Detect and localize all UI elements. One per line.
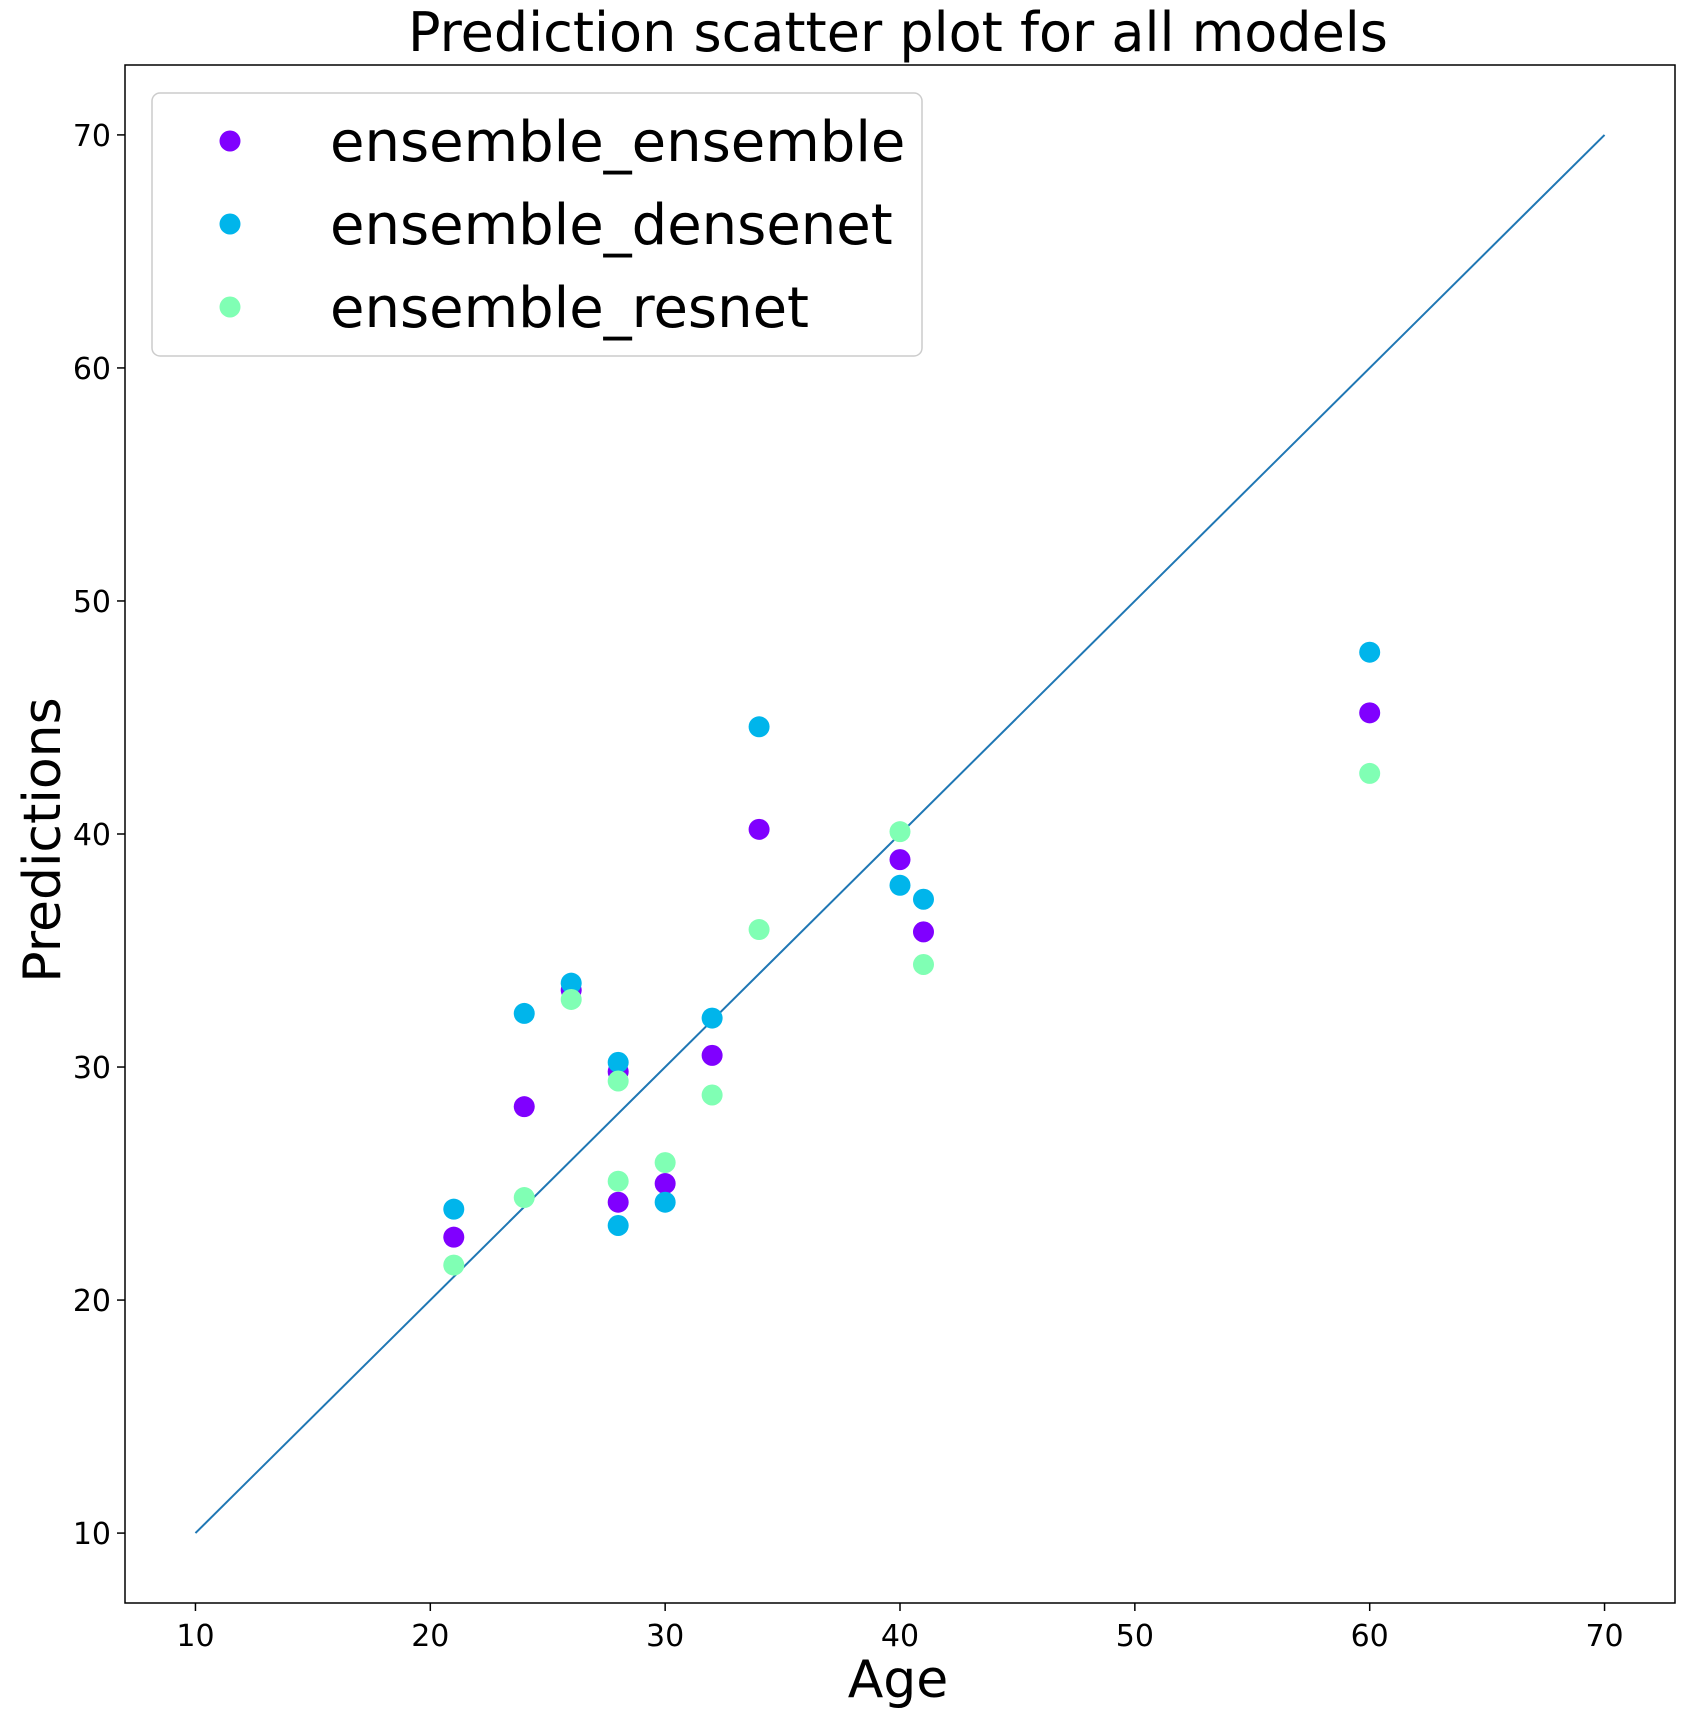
chart-title: Prediction scatter plot for all models	[408, 1, 1388, 64]
legend-marker	[219, 296, 241, 318]
data-point	[607, 1214, 629, 1236]
data-point	[654, 1191, 676, 1213]
data-point	[912, 921, 934, 943]
scatter-points	[443, 641, 1381, 1276]
data-point	[1359, 702, 1381, 724]
series-ensemble_ensemble	[443, 702, 1381, 1248]
x-tick-label: 10	[176, 1619, 214, 1654]
y-tick-label: 50	[73, 585, 111, 620]
y-tick-label: 60	[73, 352, 111, 387]
legend-marker	[219, 213, 241, 235]
x-tick-label: 60	[1351, 1619, 1389, 1654]
series-ensemble_resnet	[443, 762, 1381, 1276]
data-point	[513, 1187, 535, 1209]
legend-marker	[219, 130, 241, 152]
data-point	[889, 874, 911, 896]
x-tick-label: 40	[881, 1619, 919, 1654]
legend: ensemble_ensemble ensemble_densenetensemb…	[151, 92, 923, 357]
data-point	[748, 919, 770, 941]
data-point	[654, 1173, 676, 1195]
data-point	[443, 1254, 465, 1276]
data-point	[748, 818, 770, 840]
y-axis-title: Predictions	[13, 697, 73, 982]
data-point	[701, 1007, 723, 1029]
data-point	[912, 888, 934, 910]
x-tick-label: 50	[1116, 1619, 1154, 1654]
y-tick-label: 20	[73, 1284, 111, 1319]
x-axis-ticks: 10 20 30 40 50 60 70	[176, 1603, 1624, 1654]
y-axis-ticks: 10 20 30 40 50 60 70	[73, 119, 125, 1552]
data-point	[654, 1152, 676, 1174]
y-tick-label: 30	[73, 1051, 111, 1086]
data-point	[607, 1191, 629, 1213]
data-point	[607, 1070, 629, 1092]
data-point	[889, 849, 911, 871]
x-tick-label: 30	[646, 1619, 684, 1654]
y-tick-label: 40	[73, 818, 111, 853]
data-point	[607, 1051, 629, 1073]
data-point	[912, 953, 934, 975]
data-point	[513, 1096, 535, 1118]
data-point	[701, 1044, 723, 1066]
data-point	[607, 1170, 629, 1192]
data-point	[443, 1226, 465, 1248]
y-tick-label: 10	[73, 1517, 111, 1552]
data-point	[889, 821, 911, 843]
data-point	[1359, 641, 1381, 663]
data-point	[513, 1002, 535, 1024]
legend-label: ensemble_densenet	[330, 193, 893, 258]
x-axis-title: Age	[848, 1650, 949, 1710]
data-point	[1359, 762, 1381, 784]
legend-box	[151, 92, 923, 357]
data-point	[560, 972, 582, 994]
series-ensemble_densenet	[443, 641, 1381, 1236]
data-point	[443, 1198, 465, 1220]
x-tick-label: 70	[1585, 1619, 1623, 1654]
data-point	[560, 988, 582, 1010]
legend-label: ensemble_resnet	[330, 276, 809, 341]
x-tick-label: 20	[411, 1619, 449, 1654]
data-point	[748, 716, 770, 738]
y-tick-label: 70	[73, 119, 111, 154]
legend-label: ensemble_ensemble	[330, 110, 905, 175]
data-point	[701, 1084, 723, 1106]
